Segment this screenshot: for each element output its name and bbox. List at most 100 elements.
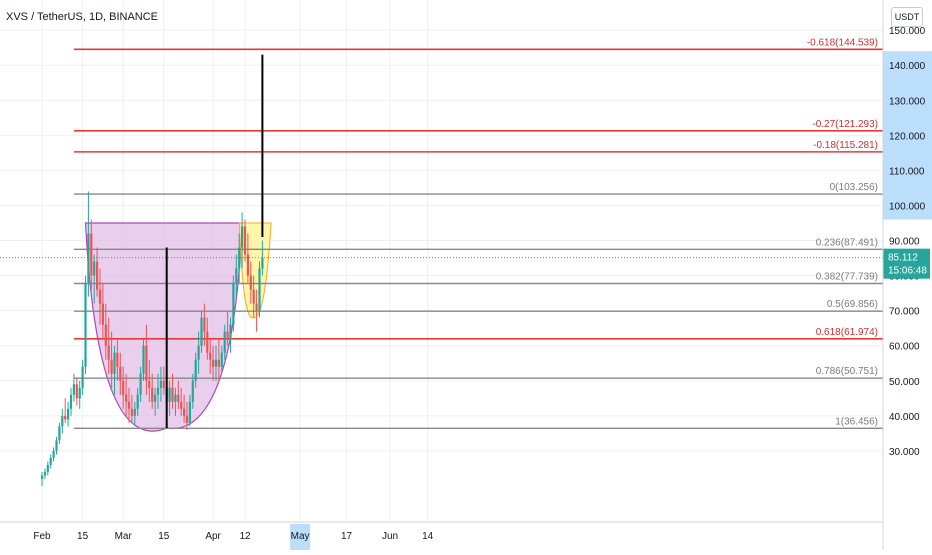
y-tick-label: 100.000	[889, 201, 926, 212]
symbol-title: XVS / TetherUS, 1D, BINANCE	[6, 11, 159, 23]
candle-body	[203, 317, 206, 332]
candle-body	[49, 457, 52, 465]
bar-countdown: 15:06:48	[888, 266, 927, 277]
candle-body	[171, 387, 174, 402]
x-tick-label: 17	[341, 531, 353, 542]
y-tick-label: 50.000	[889, 377, 920, 388]
candle-body	[214, 359, 218, 367]
candle-body	[162, 380, 165, 388]
candle-body	[168, 387, 171, 402]
candle-body	[258, 268, 261, 311]
y-tick-label: 60.000	[889, 342, 920, 353]
x-tick-label: 15	[77, 531, 89, 542]
candle-body	[255, 303, 258, 311]
candle-body	[116, 352, 119, 367]
fib-level-label: 1(36.456)	[835, 416, 878, 427]
candle-body	[180, 401, 183, 409]
currency-button[interactable]: USDT	[891, 7, 923, 27]
candle-body	[72, 384, 75, 395]
handle-pattern-shape	[238, 222, 272, 319]
candle-body	[185, 415, 189, 423]
y-tick-label: 160.000	[889, 0, 926, 2]
fib-level-label: -0.18(115.281)	[813, 140, 878, 151]
candle-body	[136, 394, 139, 409]
x-tick-label: Mar	[115, 531, 133, 542]
candle-body	[75, 384, 78, 399]
candle-body	[67, 408, 70, 420]
y-tick-label: 30.000	[889, 447, 920, 458]
candle-body	[229, 324, 232, 339]
candle-body	[241, 226, 244, 248]
candle-body	[119, 366, 122, 381]
candle-body	[194, 359, 197, 381]
candle-body	[217, 359, 220, 367]
candle-body	[110, 359, 113, 374]
x-tick-label: Feb	[33, 531, 51, 542]
candle-body	[133, 408, 136, 416]
x-label-highlight	[290, 524, 311, 550]
candle-body	[232, 282, 235, 325]
x-tick-label: 12	[239, 531, 251, 542]
candle-body	[191, 380, 194, 402]
candle-body	[52, 450, 55, 458]
candle-body	[212, 359, 215, 367]
fib-level-label: 0.5(69.856)	[827, 299, 878, 310]
fib-level-label: 0.618(61.974)	[816, 327, 878, 338]
candle-body	[252, 289, 255, 304]
candle-body	[93, 261, 96, 276]
fib-level-label: 0.382(77.739)	[816, 272, 878, 283]
candle-body	[64, 415, 67, 420]
candle-body	[206, 331, 209, 353]
fib-level-label: 0.236(87.491)	[816, 237, 878, 248]
x-tick-label: 15	[158, 531, 170, 542]
candle-body	[130, 408, 133, 416]
candle-body	[142, 345, 145, 374]
candle-body	[174, 394, 177, 402]
target-zone-highlight	[883, 51, 932, 220]
candle-body	[69, 394, 73, 409]
candle-body	[104, 324, 107, 346]
candle-body	[156, 387, 160, 395]
candle-body	[46, 464, 49, 472]
candle-body	[188, 401, 191, 423]
candle-body	[197, 345, 200, 360]
candle-body	[98, 289, 102, 304]
x-tick-label: Apr	[205, 531, 221, 542]
candle-body	[87, 233, 90, 283]
y-tick-label: 140.000	[889, 61, 926, 72]
fib-level-label: 0(103.256)	[830, 182, 878, 193]
x-tick-label: 14	[422, 531, 434, 542]
candle-body	[145, 345, 148, 381]
candle-body	[246, 254, 249, 276]
candle-body	[226, 331, 229, 339]
candle-body	[107, 345, 110, 360]
candle-body	[113, 352, 116, 374]
candle-body	[177, 394, 180, 402]
candle-body	[55, 440, 58, 451]
candle-body	[243, 226, 247, 255]
candle-body	[58, 426, 61, 441]
candle-body	[61, 415, 64, 427]
candle-body	[238, 247, 241, 269]
candle-body	[200, 317, 203, 346]
candle-body	[148, 380, 151, 388]
x-tick-label: Jun	[382, 531, 398, 542]
y-tick-label: 40.000	[889, 412, 920, 423]
current-price-value: 85.112	[888, 253, 918, 264]
y-tick-label: 150.000	[889, 26, 926, 37]
candle-body	[40, 475, 44, 479]
current-price-tag[interactable]	[883, 248, 930, 279]
fib-level-label: -0.618(144.539)	[807, 37, 878, 48]
candle-body	[223, 331, 226, 353]
candle-body	[127, 401, 131, 409]
candle-body	[235, 268, 238, 283]
y-tick-label: 130.000	[889, 96, 926, 107]
y-tick-label: 90.000	[889, 237, 920, 248]
candle-body	[183, 408, 186, 416]
candle-body	[261, 257, 264, 269]
candle-body	[159, 380, 162, 388]
candle-body	[101, 303, 104, 325]
candle-body	[122, 380, 125, 395]
